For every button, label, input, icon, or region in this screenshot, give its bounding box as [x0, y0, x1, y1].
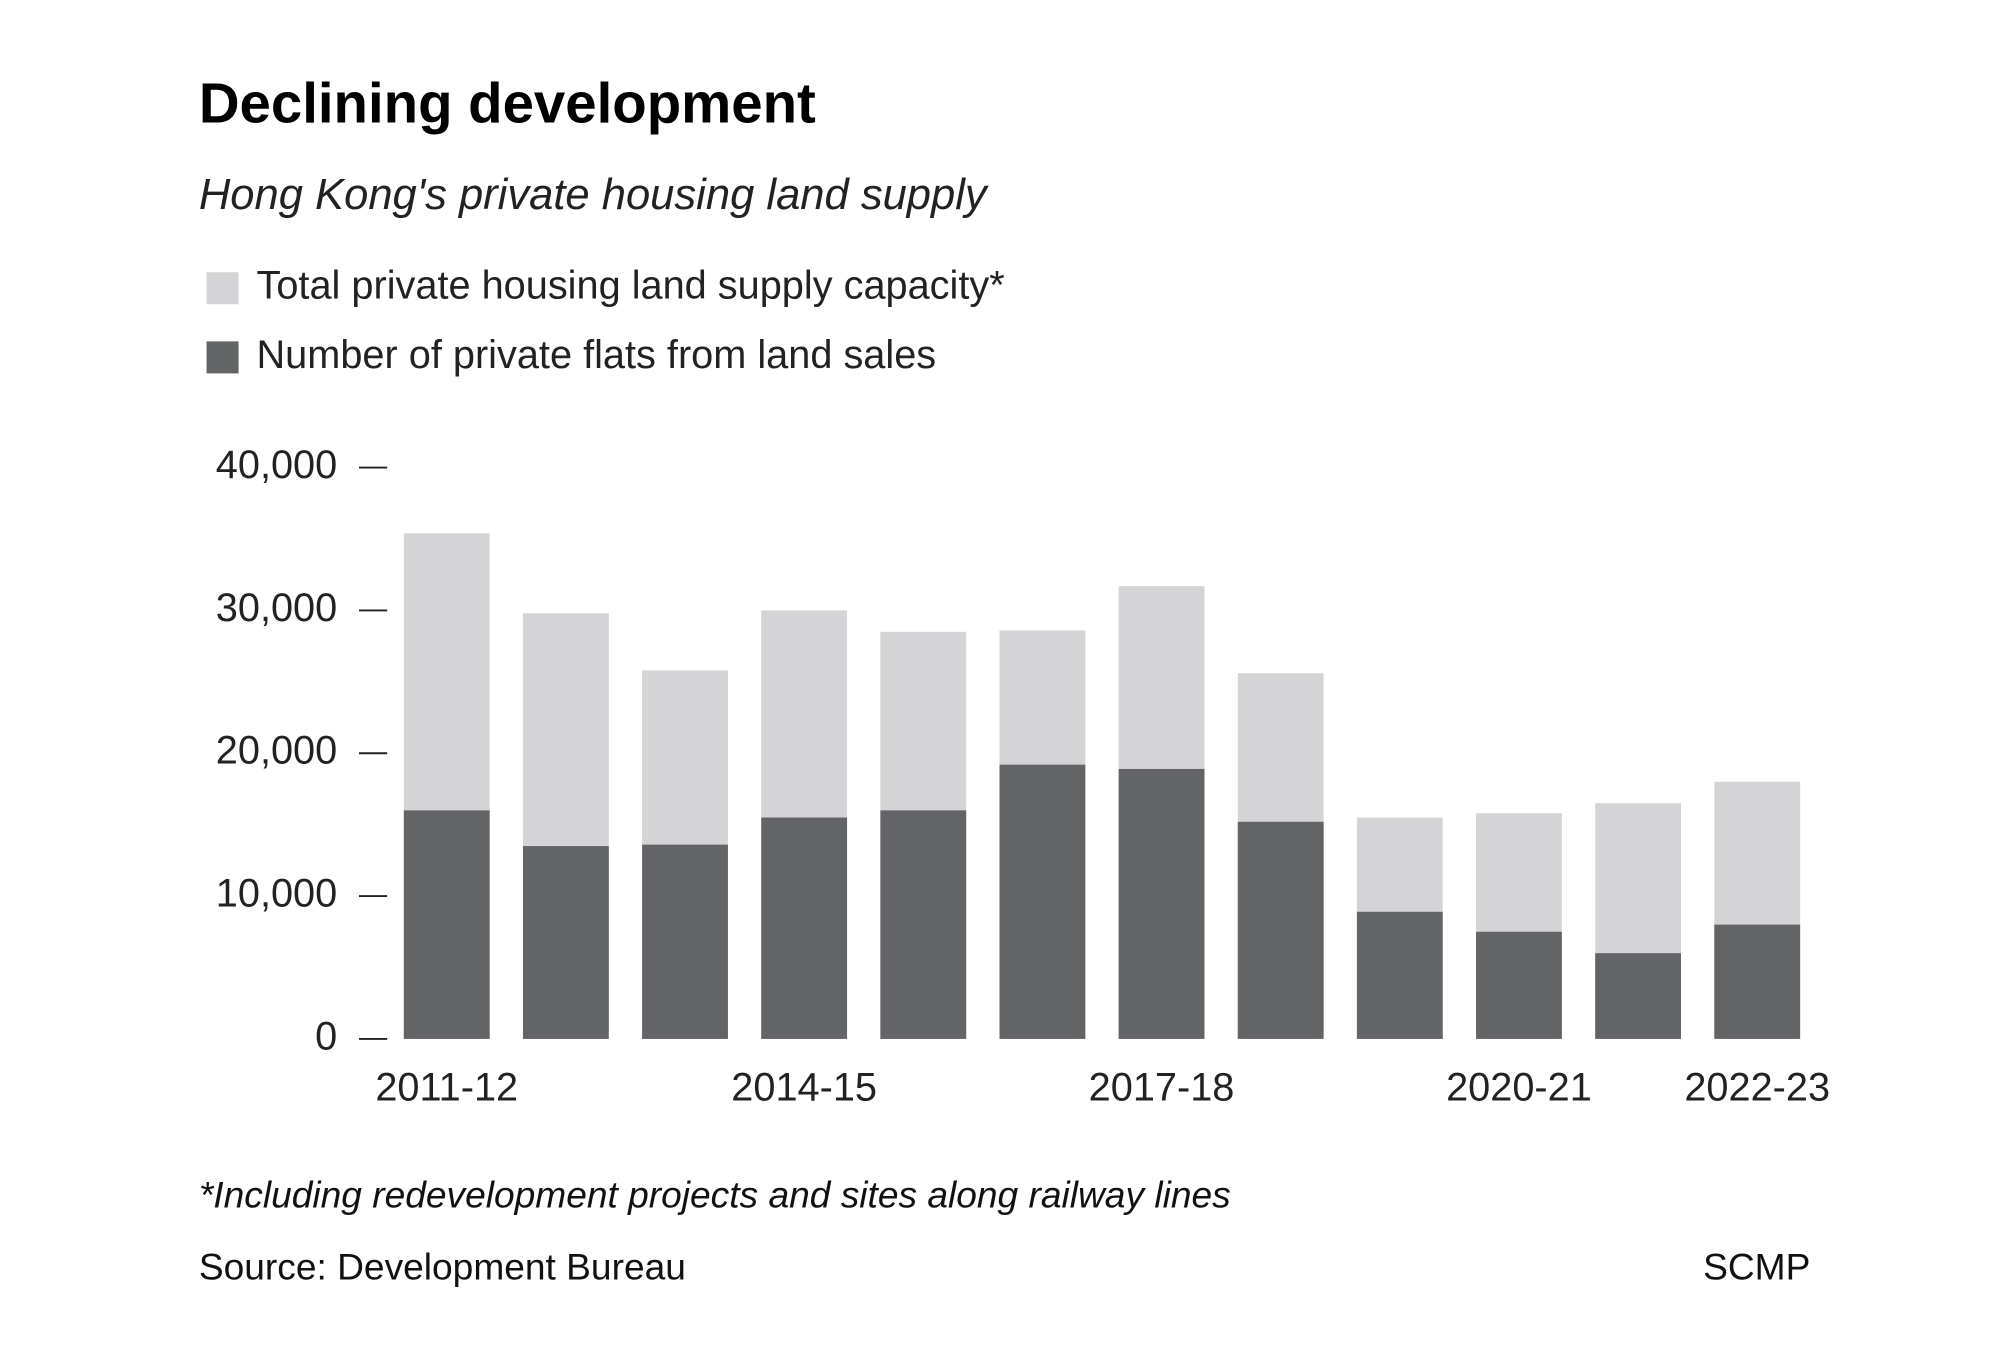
bar	[1476, 931, 1562, 1039]
legend-swatch	[206, 341, 239, 374]
bar	[999, 764, 1086, 1039]
bar	[1595, 953, 1681, 1039]
credit: SCMP	[1703, 1245, 1810, 1287]
legend-label: Total private housing land supply capaci…	[257, 264, 1005, 308]
bar	[1118, 768, 1205, 1039]
legend-swatch	[206, 272, 239, 305]
bar	[1356, 911, 1443, 1039]
x-tick-label: 2014-15	[731, 1066, 877, 1110]
x-tick-label: 2022-23	[1684, 1066, 1830, 1110]
x-tick-label: 2020-21	[1446, 1066, 1592, 1110]
y-tick-label: 40,000	[216, 443, 337, 487]
x-tick-label: 2017-18	[1089, 1066, 1235, 1110]
footnote: *Including redevelopment projects and si…	[199, 1174, 1231, 1216]
legend-label: Number of private flats from land sales	[257, 333, 937, 377]
bar	[403, 810, 490, 1039]
chart-title: Declining development	[199, 71, 816, 134]
bar	[761, 817, 848, 1039]
bar	[880, 810, 967, 1039]
y-tick-label: 0	[315, 1014, 337, 1058]
bar	[522, 846, 609, 1039]
source: Source: Development Bureau	[199, 1245, 686, 1287]
y-tick-label: 30,000	[216, 586, 337, 630]
x-tick-label: 2011-12	[375, 1066, 518, 1110]
bar	[642, 844, 728, 1039]
y-tick-label: 20,000	[216, 729, 337, 773]
chart-subtitle: Hong Kong's private housing land supply	[199, 171, 989, 219]
y-tick-label: 10,000	[216, 872, 337, 916]
bar	[1237, 821, 1324, 1039]
bar	[1714, 924, 1801, 1039]
